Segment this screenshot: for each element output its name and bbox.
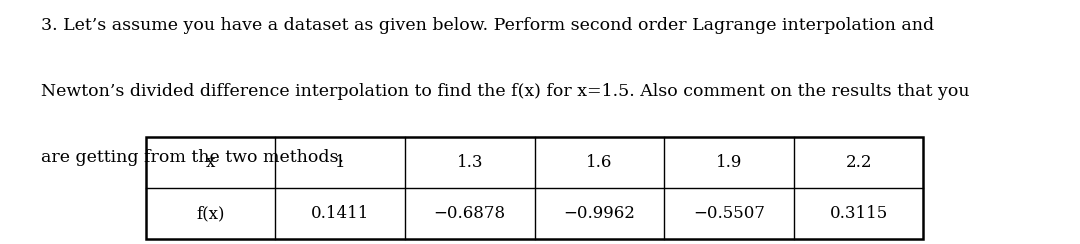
Text: −0.6878: −0.6878 — [434, 205, 505, 222]
Bar — [146, 137, 923, 239]
Text: 1.6: 1.6 — [586, 154, 612, 171]
Text: 0.3115: 0.3115 — [829, 205, 888, 222]
Text: Newton’s divided difference interpolation to find the f(x) for x=1.5. Also comme: Newton’s divided difference interpolatio… — [41, 83, 970, 100]
Text: 0.1411: 0.1411 — [311, 205, 369, 222]
Text: −0.9962: −0.9962 — [564, 205, 635, 222]
Text: 1.9: 1.9 — [716, 154, 742, 171]
Text: f(x): f(x) — [197, 205, 225, 222]
Text: 3. Let’s assume you have a dataset as given below. Perform second order Lagrange: 3. Let’s assume you have a dataset as gi… — [41, 17, 934, 34]
Text: are getting from the two methods.: are getting from the two methods. — [41, 149, 345, 166]
Text: −0.5507: −0.5507 — [693, 205, 765, 222]
Text: 1.3: 1.3 — [457, 154, 483, 171]
Text: 1: 1 — [335, 154, 346, 171]
Text: x: x — [206, 154, 215, 171]
Text: 2.2: 2.2 — [846, 154, 872, 171]
